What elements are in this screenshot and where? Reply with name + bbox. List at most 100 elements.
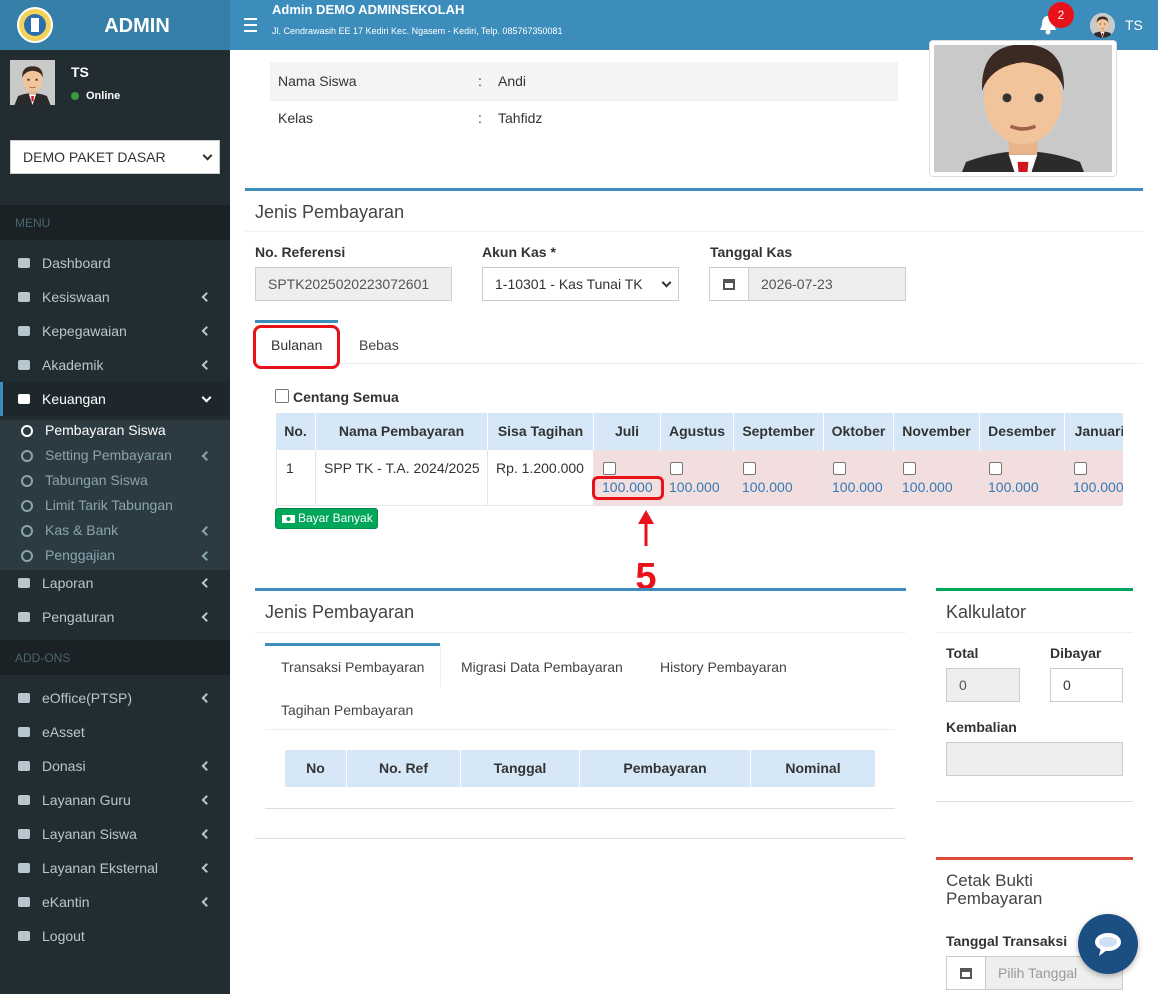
chevron <box>201 392 212 403</box>
package-select[interactable]: DEMO PAKET DASAR <box>10 140 220 174</box>
tabs-line <box>265 729 895 730</box>
user-avatar[interactable] <box>1090 13 1115 38</box>
submenu-item[interactable]: Setting Pembayaran <box>0 443 230 468</box>
submenu-item[interactable]: Limit Tarik Tabungan <box>0 493 230 518</box>
history-tab[interactable]: Tagihan Pembayaran <box>281 702 414 718</box>
history-tab[interactable]: History Pembayaran <box>660 659 787 675</box>
history-title: Jenis Pembayaran <box>265 602 415 622</box>
akun-select[interactable]: 1-10301 - Kas Tunai TK <box>482 267 679 301</box>
sidebar-avatar <box>10 60 55 105</box>
date-input[interactable]: Pilih Tanggal <box>985 956 1123 990</box>
submenu-item-text: Limit Tarik Tabungan <box>45 497 173 513</box>
menu-item[interactable]: Akademik <box>0 348 230 382</box>
user-name[interactable]: TS <box>1125 17 1143 33</box>
menu-item-text: Kepegawaian <box>42 323 127 339</box>
menu-item[interactable]: Layanan Guru <box>0 783 230 817</box>
package-select-value: DEMO PAKET DASAR <box>23 149 166 165</box>
ref-input: SPTK2025020223072601 <box>255 267 452 301</box>
pay-button[interactable]: Bayar Banyak <box>275 508 378 529</box>
print-box-border <box>936 857 1133 860</box>
menu-item[interactable]: eAsset <box>0 715 230 749</box>
change-input <box>946 742 1123 776</box>
submenu-item[interactable]: Penggajian <box>0 543 230 568</box>
calc-box-border <box>936 588 1133 591</box>
history-tab[interactable]: Migrasi Data Pembayaran <box>461 659 623 675</box>
menu-item[interactable]: Layanan Eksternal <box>0 851 230 885</box>
school-title: Admin DEMO ADMINSEKOLAH <box>272 2 465 17</box>
history-table-header: No No. Ref Tanggal Pembayaran Nominal <box>285 750 876 787</box>
chat-button[interactable] <box>1078 914 1138 974</box>
menu-item[interactable]: Kesiswaan <box>0 280 230 314</box>
addons-header: ADD-ONS <box>0 640 230 675</box>
history-box-border <box>255 588 906 591</box>
month-checkbox[interactable] <box>833 462 846 475</box>
month-checkbox[interactable] <box>1074 462 1087 475</box>
month-amount[interactable]: 100.000 <box>1073 479 1123 495</box>
menu-item-text: Akademik <box>42 357 104 373</box>
menu-item[interactable]: Layanan Siswa <box>0 817 230 851</box>
tanggal-input[interactable]: 2026-07-23 <box>748 267 906 301</box>
menu-item[interactable]: Laporan <box>0 566 230 600</box>
payment-box-border <box>245 188 1143 191</box>
sidebar: TS Online DEMO PAKET DASAR MENU ADD-ONS … <box>0 50 230 994</box>
tab-bebas[interactable]: Bebas <box>359 337 399 353</box>
paid-input[interactable]: 0 <box>1050 668 1123 702</box>
total-value: 0 <box>959 677 967 693</box>
chevron <box>201 326 212 336</box>
menu-item[interactable]: Keuangan <box>0 382 230 416</box>
menu-item[interactable]: Kepegawaian <box>0 314 230 348</box>
menu-item[interactable]: eKantin <box>0 885 230 919</box>
akun-label: Akun Kas * <box>482 244 556 260</box>
month-checkbox[interactable] <box>743 462 756 475</box>
table-header-cell: No. <box>276 413 316 450</box>
check-all[interactable] <box>275 389 289 403</box>
avatar-image <box>10 60 55 105</box>
month-amount[interactable]: 100.000 <box>902 479 953 495</box>
month-amount[interactable]: 100.000 <box>832 479 883 495</box>
menu-item[interactable]: Donasi <box>0 749 230 783</box>
tab-active[interactable] <box>265 643 440 687</box>
ref-value: SPTK2025020223072601 <box>268 276 430 292</box>
month-checkbox[interactable] <box>989 462 1002 475</box>
month-amount[interactable]: 100.000 <box>669 479 720 495</box>
info-value: Andi <box>498 73 527 89</box>
table-cell: 100.000 <box>734 450 824 506</box>
month-checkbox[interactable] <box>603 462 616 475</box>
menu-item[interactable]: Dashboard <box>0 246 230 280</box>
tab-bulanan[interactable]: Bulanan <box>271 337 323 353</box>
submenu-item-text: Tabungan Siswa <box>45 472 148 488</box>
highlight-box <box>253 325 340 369</box>
history-tab[interactable]: Transaksi Pembayaran <box>281 659 425 675</box>
chevron <box>201 525 212 536</box>
submenu-item[interactable]: Tabungan Siswa <box>0 468 230 493</box>
submenu-item[interactable]: Kas & Bank <box>0 518 230 543</box>
table-header-cell: Desember <box>980 413 1065 450</box>
menu-item[interactable]: Logout <box>0 919 230 953</box>
month-amount[interactable]: 100.000 <box>742 479 793 495</box>
menu-toggle[interactable] <box>244 17 258 33</box>
month-checkbox[interactable] <box>903 462 916 475</box>
tab-separator <box>440 646 441 687</box>
month-checkbox[interactable] <box>670 462 683 475</box>
month-amount[interactable]: 100.000 <box>988 479 1039 495</box>
check-all-label[interactable]: Centang Semua <box>293 389 399 405</box>
info-label: Kelas <box>278 110 314 126</box>
tabs-line <box>255 363 1143 364</box>
menu-item[interactable]: Pengaturan <box>0 600 230 634</box>
bill-table: No. 1 Nama Pembayaran SPP TK - T.A. 2024/20… <box>276 413 1123 506</box>
table-cell-text: SPP TK - T.A. 2024/2025 <box>324 460 480 476</box>
menu-item-text: eOffice(PTSP) <box>42 690 132 706</box>
submenu-item[interactable]: Pembayaran Siswa <box>0 418 230 443</box>
student-row-bg <box>270 62 898 100</box>
table-cell: 100.000 <box>1065 450 1123 506</box>
month-amount[interactable]: 100.000 <box>602 479 653 495</box>
brand[interactable]: ADMIN <box>0 0 230 50</box>
print-title: Cetak Bukti Pembayaran <box>946 871 1043 908</box>
menu-item-text: eAsset <box>42 724 85 740</box>
chevron <box>201 863 212 873</box>
table-header-cell: Nama Pembayaran <box>316 413 488 450</box>
menu-item[interactable]: eOffice(PTSP) <box>0 681 230 715</box>
info-label: Nama Siswa <box>278 73 357 89</box>
payment-title: Jenis Pembayaran <box>255 202 405 222</box>
